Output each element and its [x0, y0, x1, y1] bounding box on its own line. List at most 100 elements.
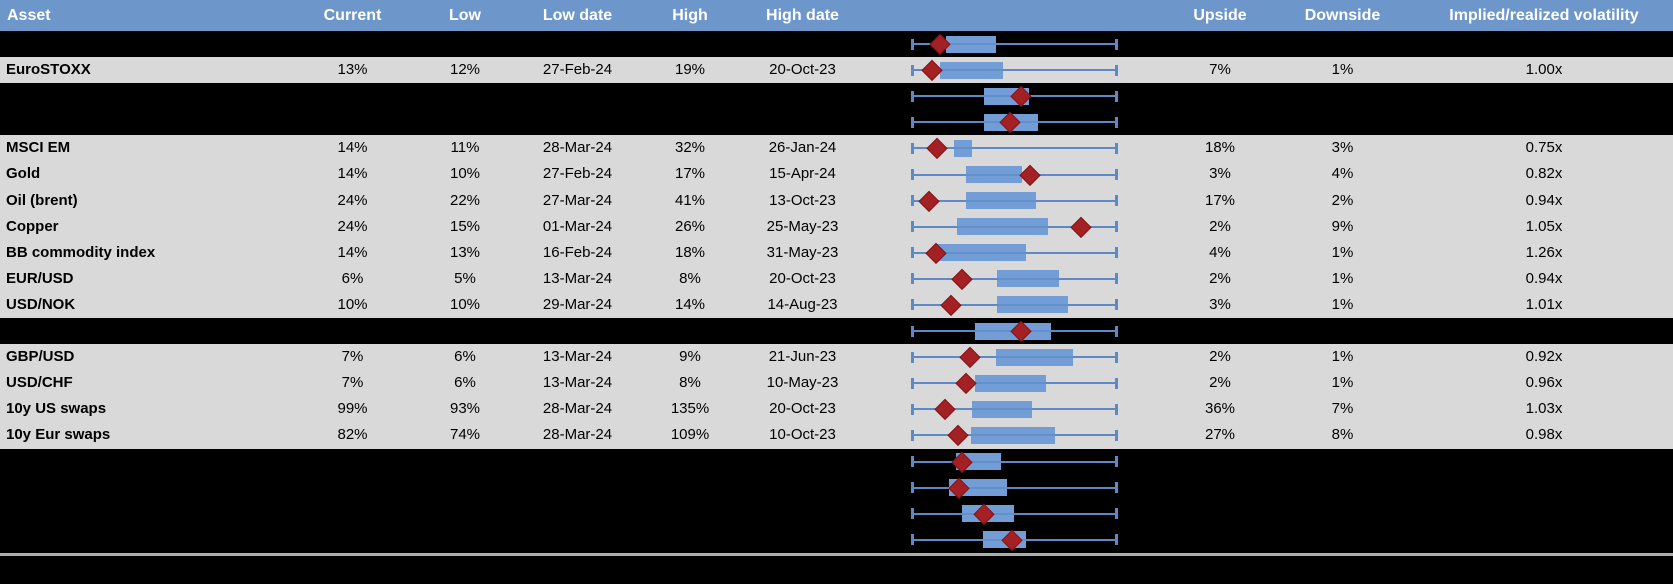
chart-only-row: [0, 448, 1673, 475]
chart-only-row: [0, 318, 1673, 345]
high-date-cell: [740, 527, 865, 553]
low-cell: 12%: [449, 61, 481, 79]
table-row-10y-eur-swaps: 10y Eur swaps 82% 74% 28-Mar-24 109% 10-…: [0, 422, 1673, 449]
implied-realized-vol-cell: [1415, 83, 1673, 109]
high-date-cell: [740, 83, 865, 109]
downside-cell: 1%: [1331, 348, 1354, 366]
low-date-cell: [515, 527, 640, 553]
boxplot: [911, 318, 1118, 344]
implied-realized-vol-cell: 0.98x: [1525, 426, 1563, 444]
low-cell: [415, 475, 515, 501]
high-cell: 41%: [674, 191, 706, 209]
whisker-cap-right: [1115, 403, 1118, 415]
asset-name-cell: Oil (brent): [6, 191, 78, 209]
whisker-line: [912, 69, 1117, 72]
upside-cell: 17%: [1204, 191, 1236, 209]
boxplot-cell: [865, 370, 1170, 396]
high-cell: 17%: [674, 165, 706, 183]
downside-cell: 1%: [1331, 295, 1354, 313]
implied-realized-vol-cell: 1.00x: [1525, 61, 1563, 79]
downside-cell: 7%: [1331, 400, 1354, 418]
whisker-cap-left: [911, 403, 914, 415]
upside-cell: 4%: [1209, 243, 1231, 261]
high-cell: 19%: [674, 61, 706, 79]
high-cell: 14%: [674, 295, 706, 313]
high-date-cell: 10-May-23: [766, 374, 839, 392]
high-cell: 8%: [679, 269, 701, 287]
low-cell: 74%: [449, 426, 481, 444]
implied-realized-vol-cell: 1.03x: [1525, 400, 1563, 418]
high-date-cell: 26-Jan-24: [768, 139, 837, 157]
low-cell: 5%: [454, 269, 476, 287]
current-level-marker: [951, 268, 972, 290]
current-cell: [290, 527, 415, 553]
low-cell: 15%: [449, 217, 481, 235]
whisker-cap-right: [1115, 351, 1118, 363]
current-level-marker: [940, 294, 962, 316]
column-header-current: Current: [323, 7, 382, 24]
column-header-chart: [865, 0, 1170, 31]
chart-only-row: [0, 83, 1673, 110]
whisker-cap-left: [911, 456, 914, 468]
high-date-cell: [740, 109, 865, 135]
low-cell: [415, 318, 515, 344]
downside-cell: 1%: [1331, 61, 1354, 79]
low-cell: 93%: [449, 400, 481, 418]
low-cell: 22%: [449, 191, 481, 209]
table-body: EuroSTOXX 13% 12% 27-Feb-24 19% 20-Oct-2…: [0, 31, 1673, 553]
boxplot: [911, 527, 1118, 553]
whisker-cap-left: [911, 64, 914, 76]
current-level-marker: [955, 373, 977, 394]
upside-cell: 27%: [1204, 426, 1236, 444]
whisker-cap-right: [1115, 90, 1118, 102]
low-cell: [415, 449, 515, 475]
asset-name-cell: BB commodity index: [6, 243, 156, 261]
downside-cell: [1270, 31, 1415, 57]
low-cell: [415, 527, 515, 553]
asset-name-cell: 10y US swaps: [6, 400, 107, 418]
whisker-cap-right: [1115, 64, 1118, 76]
boxplot: [911, 240, 1118, 266]
downside-cell: [1270, 527, 1415, 553]
current-level-marker: [947, 425, 968, 446]
implied-realized-vol-cell: 1.26x: [1525, 243, 1563, 261]
whisker-cap-left: [911, 377, 914, 389]
median-line: [965, 173, 1023, 176]
median-line: [936, 251, 1027, 254]
downside-cell: 2%: [1331, 191, 1354, 209]
median-line: [975, 382, 1046, 385]
column-header-implied-realized-volatility: Implied/realized volatility: [1449, 7, 1639, 24]
boxplot-cell: [865, 527, 1170, 553]
asset-name-cell: 10y Eur swaps: [6, 426, 111, 444]
boxplot-cell: [865, 214, 1170, 240]
median-line: [997, 277, 1059, 280]
low-date-cell: 13-Mar-24: [542, 269, 613, 287]
current-cell: 82%: [337, 426, 368, 444]
whisker-cap-right: [1115, 508, 1118, 520]
whisker-cap-right: [1115, 534, 1118, 546]
upside-cell: 3%: [1209, 295, 1231, 313]
current-cell: 24%: [337, 191, 368, 209]
boxplot: [911, 370, 1118, 396]
current-cell: [290, 318, 415, 344]
asset-name-cell: USD/CHF: [6, 374, 73, 392]
boxplot: [911, 109, 1118, 135]
current-cell: [290, 109, 415, 135]
boxplot: [911, 396, 1118, 422]
interquartile-box: [996, 348, 1073, 366]
high-date-cell: 14-Aug-23: [767, 295, 838, 313]
median-line: [966, 199, 1037, 202]
chart-only-row: [0, 526, 1673, 553]
current-cell: 10%: [337, 295, 368, 313]
high-date-cell: 20-Oct-23: [769, 61, 836, 79]
upside-cell: [1170, 318, 1270, 344]
column-header-low: Low: [449, 7, 481, 24]
interquartile-box: [956, 218, 1048, 236]
downside-cell: 1%: [1331, 243, 1354, 261]
median-line: [996, 356, 1073, 359]
upside-cell: 3%: [1209, 165, 1231, 183]
high-date-cell: 20-Oct-23: [769, 269, 836, 287]
whisker-cap-left: [911, 299, 914, 311]
chart-only-row: [0, 31, 1673, 58]
high-cell: [640, 475, 740, 501]
